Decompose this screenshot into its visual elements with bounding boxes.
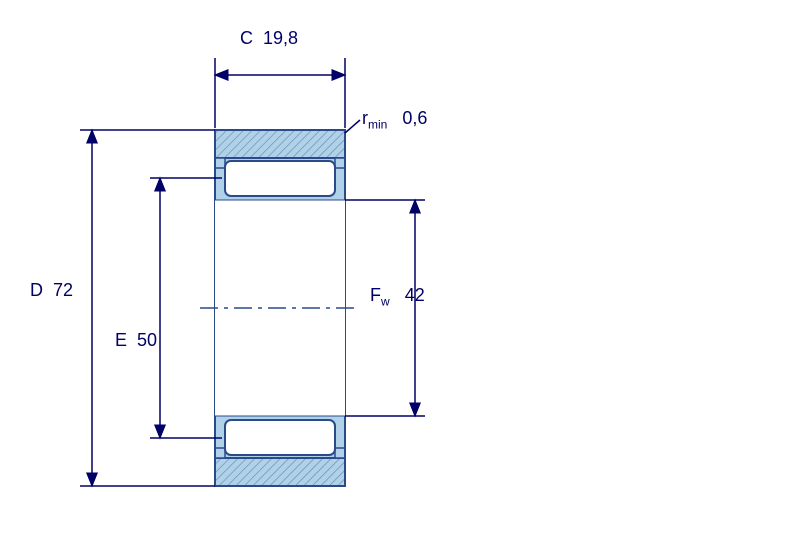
dim-C	[215, 58, 345, 128]
label-Fw: Fw 42	[370, 285, 425, 309]
label-C-value: 19,8	[263, 28, 298, 48]
label-D: D 72	[30, 280, 73, 301]
label-E-symbol: E	[115, 330, 127, 350]
outer-ring-top	[215, 130, 345, 158]
label-Fw-symbol: F	[370, 285, 381, 305]
label-D-symbol: D	[30, 280, 43, 300]
bearing-diagram	[0, 0, 801, 534]
label-E: E 50	[115, 330, 157, 351]
label-Fw-sub: w	[381, 295, 390, 309]
label-Fw-value: 42	[405, 285, 425, 305]
dim-rmin	[345, 120, 360, 133]
label-D-value: 72	[53, 280, 73, 300]
label-rmin-value: 0,6	[402, 108, 427, 128]
roller-bottom	[225, 420, 335, 455]
roller-top	[225, 161, 335, 196]
label-C: C 19,8	[240, 28, 298, 49]
label-rmin-sub: min	[368, 118, 387, 132]
outer-ring-bottom	[215, 458, 345, 486]
label-C-symbol: C	[240, 28, 253, 48]
dim-D	[80, 130, 215, 486]
label-E-value: 50	[137, 330, 157, 350]
label-rmin: rmin 0,6	[362, 108, 427, 132]
